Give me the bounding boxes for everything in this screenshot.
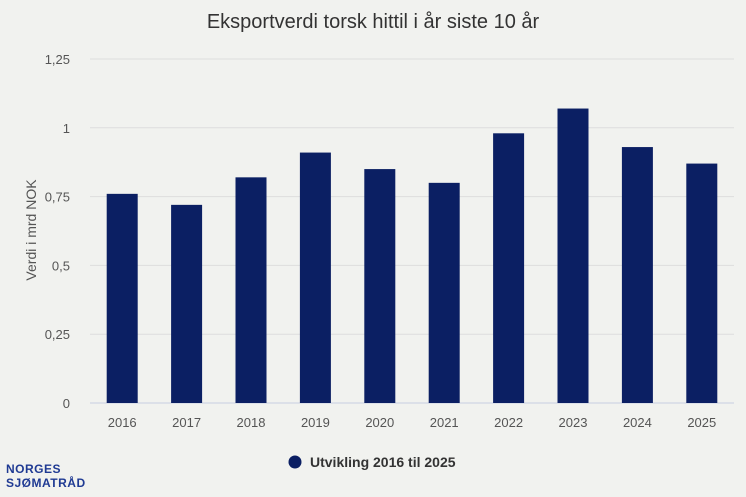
bar-2023 [557, 108, 589, 403]
bar-2022 [493, 133, 525, 403]
x-tick-label: 2016 [108, 415, 137, 430]
bar-2016 [106, 193, 138, 403]
y-tick-label: 1,25 [45, 52, 70, 67]
y-tick-label: 1 [63, 121, 70, 136]
y-tick-label: 0 [63, 396, 70, 411]
bar-2021 [428, 182, 460, 403]
legend: Utvikling 2016 til 2025 [288, 454, 456, 470]
bar-2019 [299, 152, 331, 403]
x-tick-label: 2024 [623, 415, 652, 430]
y-tick-label: 0,75 [45, 190, 70, 205]
x-tick-label: 2025 [687, 415, 716, 430]
bar-2017 [171, 204, 203, 403]
y-tick-label: 0,5 [52, 258, 70, 273]
chart-title: Eksportverdi torsk hittil i år siste 10 … [207, 11, 540, 33]
logo-line-1: NORGES [6, 462, 62, 476]
norges-sjomatrad-logo: NORGES SJØMATRÅD [6, 462, 86, 490]
bar-2025 [686, 163, 718, 403]
x-tick-label: 2019 [301, 415, 330, 430]
y-tick-label: 0,25 [45, 327, 70, 342]
x-tick-label: 2023 [559, 415, 588, 430]
legend-marker [288, 455, 302, 469]
logo-line-2: SJØMATRÅD [6, 476, 86, 490]
x-tick-label: 2021 [430, 415, 459, 430]
x-tick-label: 2018 [237, 415, 266, 430]
x-tick-label: 2022 [494, 415, 523, 430]
bar-2024 [621, 147, 653, 403]
legend-label: Utvikling 2016 til 2025 [310, 454, 456, 470]
bar-2018 [235, 177, 267, 403]
x-tick-label: 2017 [172, 415, 201, 430]
y-axis-label: Verdi i mrd NOK [23, 179, 39, 281]
bar-2020 [364, 169, 396, 403]
x-tick-label: 2020 [365, 415, 394, 430]
